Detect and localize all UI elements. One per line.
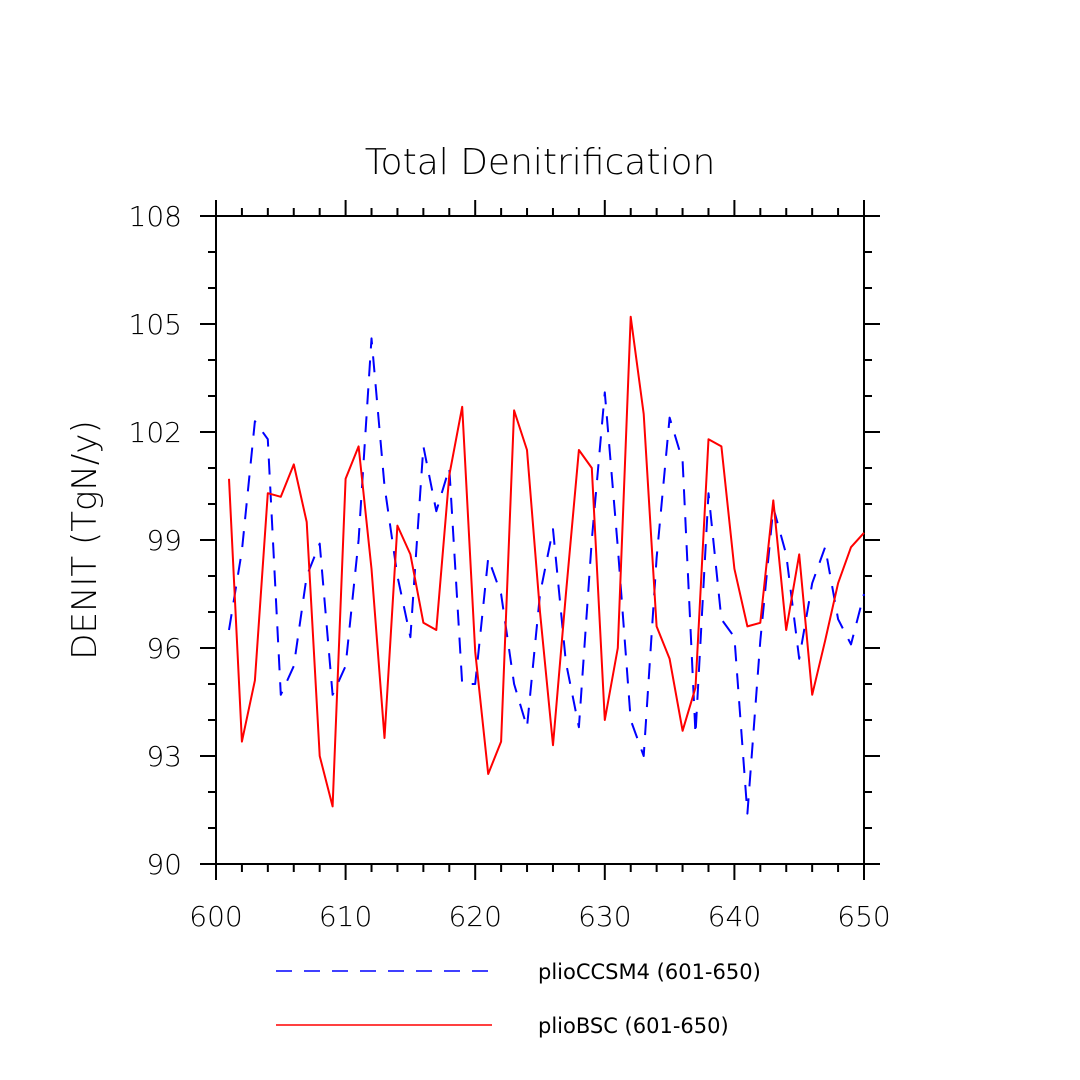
y-tick-label: 90 xyxy=(146,848,182,881)
plot-frame xyxy=(215,215,865,865)
x-tick-label: 600 xyxy=(189,900,242,933)
y-axis-label: DENIT (TgN/y) xyxy=(65,420,105,659)
legend: plioCCSM4 (601-650) plioBSC (601-650) xyxy=(276,960,761,1038)
chart-title: Total Denitrification xyxy=(365,142,716,183)
series-lines xyxy=(228,315,865,815)
y-tick-label: 108 xyxy=(129,200,182,233)
axis-tick-labels: 600 610 620 630 640 650 90 93 96 99 102 105 108 xyxy=(129,200,891,933)
x-tick-label: 610 xyxy=(319,900,372,933)
legend-label-2: plioBSC (601-650) xyxy=(538,1014,729,1038)
x-tick-label: 630 xyxy=(578,900,631,933)
y-tick-label: 105 xyxy=(129,308,182,341)
y-tick-label: 96 xyxy=(146,632,182,665)
x-tick-label: 650 xyxy=(837,900,890,933)
y-tick-label: 99 xyxy=(146,524,182,557)
x-tick-label: 620 xyxy=(448,900,501,933)
series-line-2 xyxy=(228,315,865,808)
series-line-1 xyxy=(228,337,865,815)
legend-label-1: plioCCSM4 (601-650) xyxy=(538,960,761,984)
x-tick-label: 640 xyxy=(708,900,761,933)
axis-ticks xyxy=(200,200,880,880)
y-tick-label: 93 xyxy=(146,740,182,773)
y-tick-label: 102 xyxy=(129,416,182,449)
